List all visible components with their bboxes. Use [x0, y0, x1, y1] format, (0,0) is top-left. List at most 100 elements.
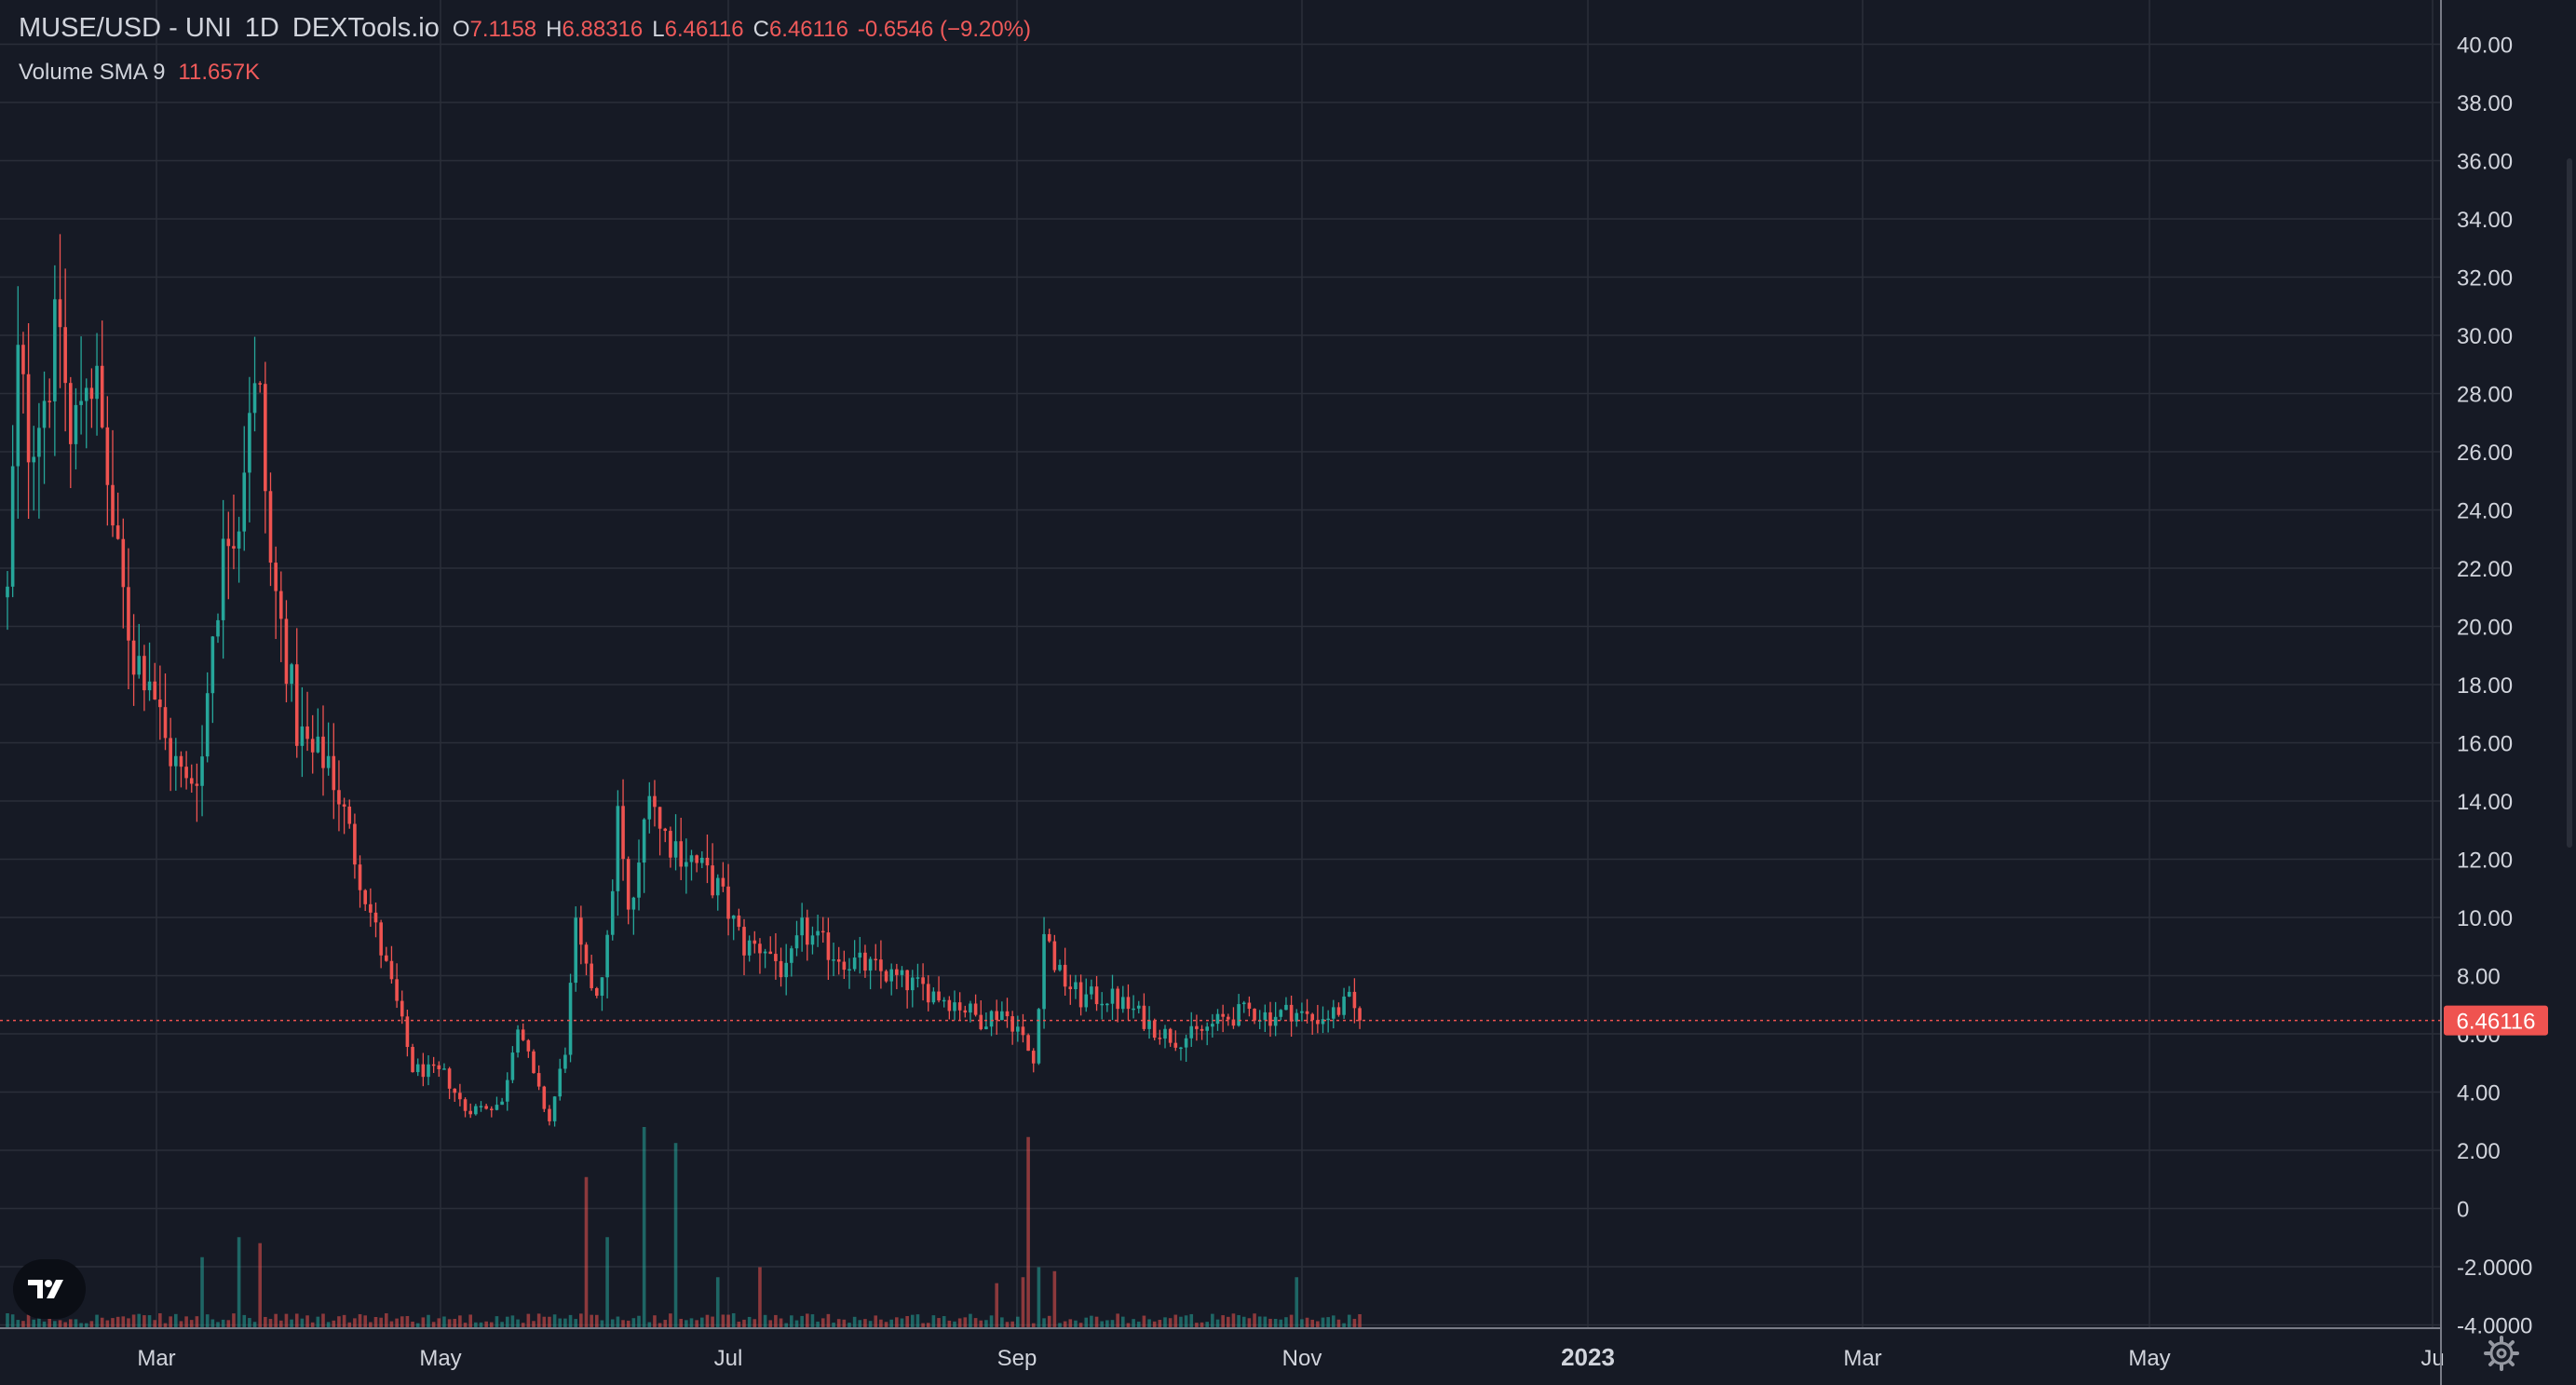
candle-body [326, 755, 331, 768]
candle-body [669, 831, 672, 858]
candle-body [258, 383, 262, 385]
candle-body [427, 1064, 430, 1078]
y-tick-label: 10.00 [2457, 906, 2513, 931]
volume-bar [1221, 1315, 1225, 1327]
candle-body [1237, 1004, 1241, 1026]
volume-bar [53, 1321, 57, 1327]
candle-body [532, 1051, 536, 1074]
volume-indicator-value: 11.657K [178, 60, 261, 85]
volume-layer [6, 1127, 1362, 1327]
candle-body [1116, 988, 1119, 1010]
volume-bar [973, 1318, 978, 1327]
candle-body [411, 1047, 414, 1073]
volume-bar [1257, 1316, 1262, 1327]
volume-bar [100, 1317, 104, 1327]
volume-bar [905, 1315, 909, 1327]
candle-body [563, 1054, 567, 1069]
volume-bar [642, 1127, 646, 1327]
volume-bar [221, 1319, 225, 1327]
volume-bar [342, 1314, 346, 1327]
symbol-name[interactable]: MUSE/USD - UNI [19, 13, 232, 43]
candle-body [1284, 1004, 1288, 1011]
gear-icon[interactable] [2483, 1335, 2520, 1372]
candle-body [490, 1108, 494, 1110]
candle-body [642, 819, 646, 863]
candle-body [1263, 1012, 1268, 1021]
volume-bar [1263, 1316, 1268, 1327]
volume-bar [806, 1313, 809, 1327]
volume-legend[interactable]: Volume SMA 9 11.657K [19, 60, 260, 86]
price-axis-scrollbar[interactable] [2567, 158, 2572, 848]
volume-bar [800, 1315, 804, 1327]
candle-body [69, 383, 73, 444]
volume-bar [184, 1316, 188, 1327]
candle-body [437, 1065, 441, 1069]
y-tick-label: -2.0000 [2457, 1256, 2532, 1281]
y-tick-label: 22.00 [2457, 557, 2513, 582]
volume-bar [232, 1313, 236, 1327]
volume-bar [321, 1313, 325, 1327]
volume-bar [495, 1316, 499, 1327]
volume-bar [637, 1315, 641, 1327]
volume-bar [1326, 1317, 1330, 1327]
candle-body [1300, 1011, 1304, 1013]
volume-bar [353, 1318, 357, 1327]
candle-body [127, 587, 130, 641]
volume-bar [468, 1314, 472, 1327]
candle-body [969, 1003, 972, 1013]
volume-bar [1005, 1322, 1010, 1327]
y-tick-label: 20.00 [2457, 616, 2513, 641]
candle-body [731, 915, 736, 919]
candle-body [1241, 1002, 1246, 1005]
volume-bar [516, 1319, 520, 1327]
volume-bar [284, 1313, 289, 1327]
candle-body [810, 935, 815, 945]
volume-bar [1047, 1315, 1051, 1327]
tradingview-logo-icon[interactable] [13, 1259, 86, 1319]
candle-body [605, 934, 609, 978]
volume-bar [889, 1319, 893, 1327]
candle-body [1295, 1012, 1299, 1022]
volume-bar [1152, 1321, 1157, 1327]
volume-bar [179, 1321, 183, 1327]
volume-bar [294, 1313, 299, 1327]
volume-bar [395, 1318, 399, 1327]
candle-body [1005, 1011, 1010, 1017]
candle-body [279, 591, 283, 619]
volume-bar [705, 1314, 710, 1327]
candle-body [468, 1110, 472, 1115]
volume-bar [158, 1312, 162, 1327]
candle-body [79, 401, 83, 405]
interval-label[interactable]: 1D [244, 13, 279, 43]
volume-bar [205, 1314, 210, 1327]
volume-bar [858, 1320, 862, 1327]
candle-body [995, 1011, 998, 1021]
volume-bar [74, 1319, 78, 1327]
volume-bar [479, 1322, 483, 1327]
volume-bar [421, 1317, 426, 1327]
volume-bar [310, 1322, 315, 1327]
volume-bar [658, 1323, 662, 1327]
volume-bar [953, 1321, 956, 1327]
volume-bar [1195, 1323, 1199, 1327]
volume-bar [689, 1318, 694, 1327]
volume-bar [584, 1176, 589, 1327]
candle-body [947, 999, 952, 1012]
candle-body [1132, 1008, 1135, 1011]
candle-body [252, 383, 257, 414]
candle-body [284, 618, 289, 685]
candle-body [74, 404, 78, 444]
candle-body [768, 951, 773, 955]
x-tick-label: Jul [714, 1346, 743, 1371]
candle-body [584, 944, 589, 964]
volume-bar [947, 1320, 952, 1327]
volume-bar [1068, 1319, 1073, 1327]
volume-bar [10, 1314, 15, 1327]
candle-body [415, 1064, 420, 1073]
candle-body [1231, 1019, 1236, 1026]
grid-layer [0, 0, 2440, 1327]
x-tick-label: May [2128, 1346, 2170, 1371]
candle-body [184, 767, 188, 779]
